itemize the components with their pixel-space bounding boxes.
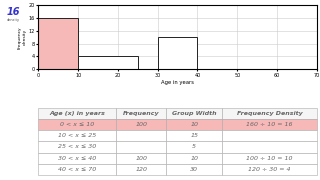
Text: density: density (7, 18, 20, 22)
Y-axis label: Frequency
density: Frequency density (18, 26, 27, 49)
Bar (158, 37, 197, 69)
Text: 16: 16 (7, 7, 20, 17)
Bar (78, 57, 138, 69)
Bar (38, 18, 78, 69)
X-axis label: Age in years: Age in years (161, 80, 194, 85)
